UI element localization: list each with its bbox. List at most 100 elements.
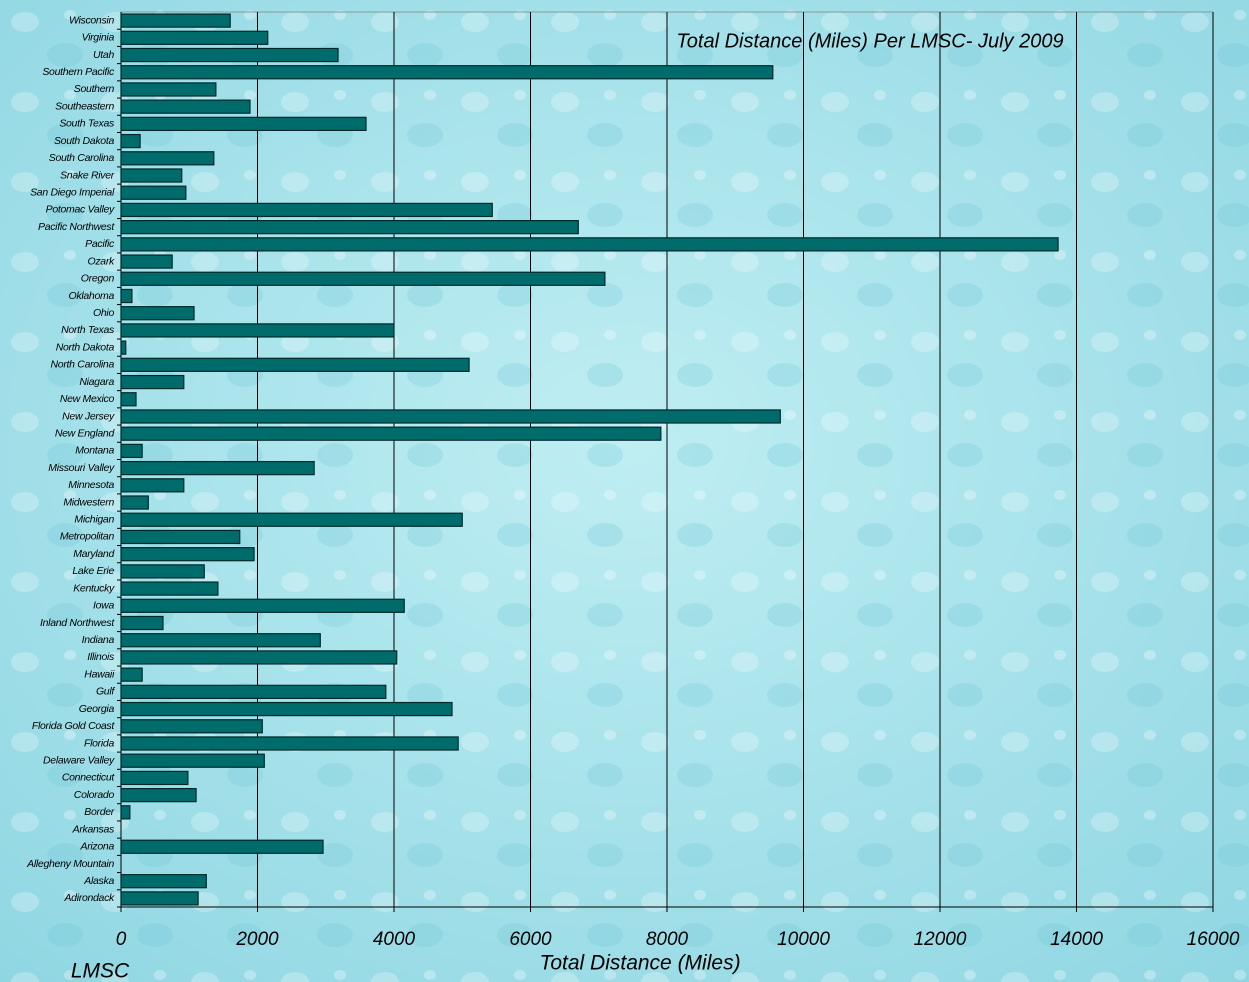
- bar: [121, 582, 218, 595]
- y-tick-label: North Texas: [61, 324, 115, 336]
- bar: [121, 186, 186, 199]
- x-tick-label: 12000: [914, 929, 967, 950]
- bar: [121, 203, 492, 216]
- y-tick-label: Iowa: [93, 600, 114, 612]
- y-tick-label: Illinois: [87, 651, 115, 663]
- y-tick-label: Utah: [93, 49, 114, 61]
- bar: [121, 703, 452, 716]
- x-axis-title: Total Distance (Miles): [539, 952, 740, 975]
- bar: [121, 358, 469, 371]
- bar: [121, 462, 314, 475]
- bar: [121, 737, 458, 750]
- y-tick-label: Gulf: [96, 686, 115, 698]
- background-texture: [0, 0, 1249, 982]
- y-tick-label: Arkansas: [72, 823, 115, 835]
- chart: Total Distance (Miles) Per LMSC- July 20…: [0, 0, 1249, 982]
- bar: [121, 720, 262, 733]
- x-tick-label: 0: [116, 929, 127, 950]
- y-tick-label: Florida Gold Coast: [32, 720, 116, 732]
- bar: [121, 892, 198, 905]
- y-tick-label: Minnesota: [68, 479, 114, 491]
- bar: [121, 238, 1058, 251]
- x-tick-label: 4000: [373, 929, 416, 950]
- y-tick-label: Niagara: [79, 376, 114, 388]
- bar: [121, 530, 240, 543]
- y-axis-title: LMSC: [71, 960, 130, 982]
- bar: [121, 376, 184, 389]
- y-tick-label: Oregon: [81, 273, 115, 285]
- y-tick-label: Colorado: [74, 789, 115, 801]
- bar: [121, 100, 250, 113]
- bar: [121, 66, 773, 79]
- bar: [121, 117, 366, 130]
- y-tick-label: Connecticut: [62, 772, 116, 784]
- bar: [121, 135, 140, 148]
- y-tick-label: New Mexico: [60, 393, 115, 405]
- y-tick-label: North Dakota: [56, 341, 115, 353]
- bar: [121, 875, 206, 888]
- bar: [121, 599, 404, 612]
- bar: [121, 651, 397, 664]
- y-tick-label: Ozark: [87, 255, 115, 267]
- chart-title: Total Distance (Miles) Per LMSC- July 20…: [676, 30, 1063, 52]
- y-tick-label: Pacific Northwest: [38, 221, 115, 233]
- bar: [121, 668, 142, 681]
- y-tick-label: Ohio: [93, 307, 114, 319]
- y-tick-label: Michigan: [74, 514, 114, 526]
- y-tick-label: Hawaii: [84, 668, 115, 680]
- y-tick-label: Lake Erie: [72, 565, 114, 577]
- bar: [121, 410, 780, 423]
- bar: [121, 479, 184, 492]
- bar: [121, 221, 578, 234]
- bar: [121, 634, 320, 647]
- bar: [121, 616, 163, 629]
- y-tick-label: Potomac Valley: [46, 204, 115, 216]
- bar: [121, 771, 188, 784]
- x-tick-label: 6000: [509, 929, 552, 950]
- y-tick-label: Allegheny Mountain: [26, 858, 114, 870]
- x-tick-label: 14000: [1050, 929, 1103, 950]
- bar: [121, 496, 148, 509]
- y-tick-label: Missouri Valley: [48, 462, 115, 474]
- bar: [121, 789, 196, 802]
- y-tick-label: Delaware Valley: [43, 754, 115, 766]
- y-tick-label: Montana: [75, 445, 114, 457]
- bar: [121, 341, 126, 354]
- y-tick-label: Virginia: [82, 32, 115, 44]
- bar: [121, 83, 216, 96]
- y-tick-label: Wisconsin: [69, 14, 115, 26]
- bar: [121, 685, 386, 698]
- y-tick-label: Kentucky: [73, 582, 115, 594]
- bar: [121, 513, 462, 526]
- bar: [121, 548, 254, 561]
- bar: [121, 152, 214, 165]
- bar: [121, 255, 172, 268]
- bar: [121, 169, 182, 182]
- y-tick-label: New Jersey: [62, 410, 115, 422]
- bar: [121, 754, 264, 767]
- bar: [121, 393, 136, 406]
- y-tick-label: South Carolina: [49, 152, 115, 164]
- y-tick-label: Southern: [74, 83, 115, 95]
- bar: [121, 14, 230, 27]
- bar: [121, 307, 194, 320]
- y-tick-label: Arizona: [79, 841, 114, 853]
- y-tick-label: Florida: [84, 737, 114, 749]
- y-tick-label: Alaska: [83, 875, 114, 887]
- y-tick-label: Southern Pacific: [42, 66, 115, 78]
- bar: [121, 289, 132, 302]
- bar: [121, 565, 204, 578]
- bar: [121, 31, 268, 44]
- x-tick-label: 8000: [646, 929, 689, 950]
- x-tick-label: 2000: [235, 929, 279, 950]
- x-tick-label: 16000: [1187, 929, 1240, 950]
- y-tick-label: Southeastern: [55, 100, 114, 112]
- x-tick-label: 10000: [777, 929, 830, 950]
- bar: [121, 840, 323, 853]
- y-tick-label: Midwestern: [63, 496, 114, 508]
- y-tick-label: Georgia: [79, 703, 115, 715]
- y-tick-label: Indiana: [82, 634, 115, 646]
- bar: [121, 324, 394, 337]
- y-tick-label: Inland Northwest: [40, 617, 115, 629]
- bar: [121, 48, 338, 61]
